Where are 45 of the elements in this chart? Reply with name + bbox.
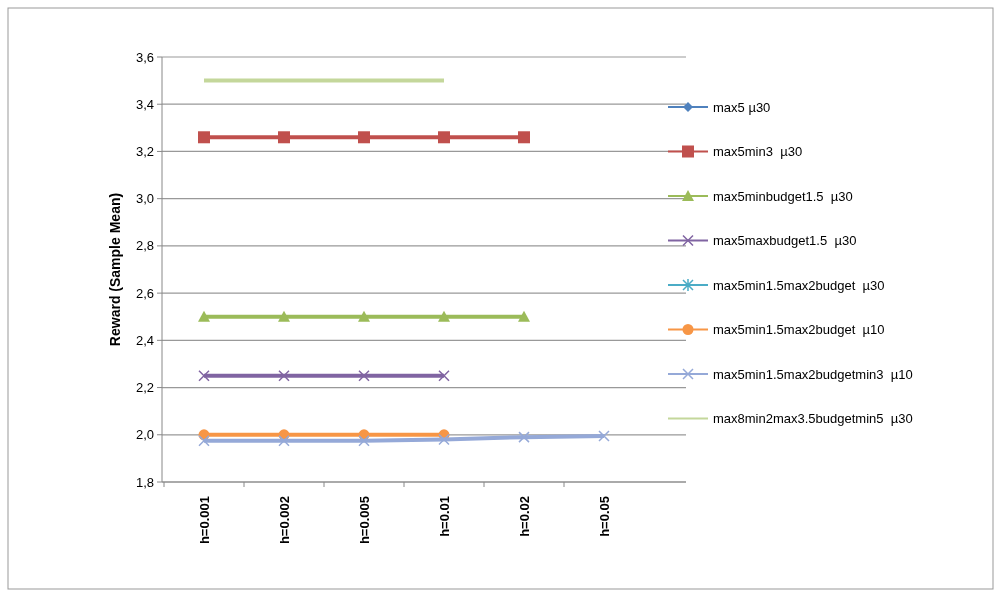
point bbox=[278, 434, 290, 447]
y-tick-label: 3,6 bbox=[135, 49, 154, 65]
point bbox=[278, 370, 290, 382]
point bbox=[358, 310, 370, 322]
point bbox=[358, 370, 370, 382]
y-tick-label: 3,2 bbox=[135, 143, 154, 159]
point bbox=[518, 431, 530, 443]
point bbox=[198, 310, 210, 322]
point bbox=[438, 131, 450, 144]
point bbox=[278, 310, 290, 322]
legend-label: max5maxbudget1.5 µ30 bbox=[713, 233, 857, 249]
point bbox=[598, 430, 610, 442]
x-tick-label: h=0.005 bbox=[357, 496, 372, 545]
y-tick-label: 2,6 bbox=[135, 285, 154, 301]
y-tick-label: 3,4 bbox=[135, 96, 154, 112]
point bbox=[438, 310, 450, 322]
point bbox=[518, 310, 530, 322]
point bbox=[358, 131, 370, 144]
y-tick-label: 2,2 bbox=[135, 380, 154, 396]
legend-label: max5 µ30 bbox=[713, 99, 771, 115]
y-tick-label: 2,4 bbox=[135, 332, 154, 348]
legend-label: max8min2max3.5budgetmin5 µ30 bbox=[713, 411, 913, 427]
x-tick-label: h=0.001 bbox=[197, 496, 212, 545]
y-tick-label: 2,0 bbox=[135, 427, 154, 443]
y-tick-label: 3,0 bbox=[135, 191, 154, 207]
legend-label: max5min1.5max2budgetmin3 µ10 bbox=[713, 366, 913, 382]
point bbox=[358, 434, 370, 447]
y-axis-title: Reward (Sample Mean) bbox=[107, 192, 123, 347]
legend-label: max5minbudget1.5 µ30 bbox=[713, 188, 853, 204]
x-tick-label: h=0.002 bbox=[277, 496, 292, 545]
point bbox=[278, 131, 290, 144]
x-tick-label: h=0.01 bbox=[437, 496, 452, 537]
legend-label: max5min3 µ30 bbox=[713, 144, 803, 160]
point bbox=[198, 131, 210, 144]
legend-label: max5min1.5max2budget µ30 bbox=[713, 277, 885, 293]
point bbox=[438, 370, 450, 382]
point bbox=[198, 434, 210, 447]
y-tick-label: 1,8 bbox=[135, 474, 154, 490]
point bbox=[198, 370, 210, 382]
point bbox=[438, 433, 450, 446]
legend-label: max5min1.5max2budget µ10 bbox=[713, 322, 885, 338]
y-tick-label: 2,8 bbox=[135, 238, 154, 254]
x-tick-label: h=0.05 bbox=[597, 496, 612, 537]
x-tick-label: h=0.02 bbox=[517, 496, 532, 537]
point bbox=[518, 131, 530, 144]
